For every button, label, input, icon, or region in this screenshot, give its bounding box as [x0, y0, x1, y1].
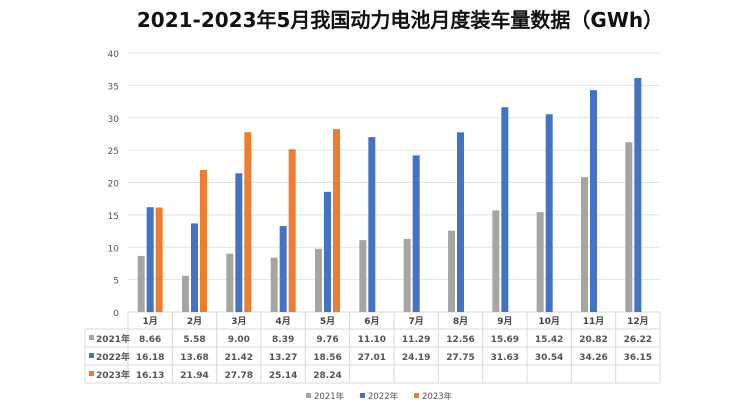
legend-swatch [89, 353, 94, 358]
bar-2021-7 [403, 238, 411, 312]
bar-2023-1 [155, 207, 163, 312]
legend-item: 2022年 [368, 391, 399, 402]
x-tick-label: 10月 [538, 316, 560, 327]
table-cell: 28.24 [313, 371, 341, 381]
bar-2023-5 [333, 129, 340, 312]
bar-2022-11 [590, 90, 597, 312]
table-cell: 27.01 [358, 353, 386, 363]
x-tick-label: 8月 [453, 316, 468, 327]
table-cell: 24.19 [402, 353, 430, 363]
bar-2021-6 [359, 240, 367, 312]
bar-2023-2 [200, 169, 207, 312]
bar-2023-3 [244, 132, 252, 312]
table-cell: 8.39 [272, 335, 294, 345]
y-tick-label: 25 [108, 147, 119, 157]
bar-2021-12 [625, 142, 633, 312]
table-cell: 11.10 [358, 335, 386, 345]
bar-2022-3 [235, 173, 243, 312]
bar-2021-5 [315, 248, 322, 312]
bar-2023-4 [288, 149, 296, 312]
table-cell: 30.54 [535, 353, 563, 363]
bar-2022-8 [457, 132, 464, 312]
y-tick-label: 35 [108, 82, 119, 92]
bar-2021-1 [137, 255, 145, 312]
y-tick-label: 30 [108, 115, 120, 125]
bar-2022-10 [545, 114, 553, 312]
table-cell: 15.42 [535, 335, 563, 345]
table-cell: 13.68 [180, 353, 208, 363]
bar-2022-12 [634, 77, 642, 313]
bar-2022-9 [501, 107, 509, 313]
x-tick-label: 5月 [320, 316, 335, 327]
table-cell: 20.82 [579, 335, 607, 345]
y-tick-label: 0 [113, 309, 119, 319]
table-cell: 12.56 [446, 335, 474, 345]
x-tick-label: 3月 [231, 316, 246, 327]
table-cell: 16.18 [136, 353, 164, 363]
bar-2021-11 [581, 177, 588, 312]
bar-2021-3 [226, 253, 234, 312]
y-tick-label: 40 [108, 50, 120, 60]
bar-2021-10 [536, 212, 544, 312]
table-row-header: 2021年 [96, 333, 130, 345]
table-cell: 25.14 [269, 371, 297, 381]
x-tick-label: 1月 [143, 316, 158, 327]
legend-swatch [89, 335, 94, 340]
y-tick-label: 15 [108, 212, 119, 222]
table-cell: 9.76 [316, 335, 338, 345]
table-row-header: 2022年 [96, 351, 130, 363]
y-tick-label: 20 [108, 180, 120, 190]
table-row-header: 2023年 [96, 369, 130, 381]
bar-2022-4 [279, 226, 287, 312]
legend-swatch [414, 393, 419, 398]
x-tick-label: 11月 [583, 316, 605, 327]
legend-swatch [360, 393, 365, 398]
table-cell: 9.00 [228, 335, 250, 345]
table-cell: 31.63 [491, 353, 519, 363]
bar-2021-9 [492, 210, 500, 312]
legend-swatch [89, 371, 94, 376]
bar-2022-5 [324, 191, 331, 312]
table-cell: 15.69 [491, 335, 519, 345]
table-cell: 21.94 [180, 371, 208, 381]
y-tick-label: 10 [108, 244, 120, 254]
legend-swatch [306, 393, 311, 398]
bar-2022-1 [146, 207, 154, 312]
bar-2021-8 [448, 230, 455, 312]
table-cell: 16.13 [136, 371, 164, 381]
x-tick-label: 6月 [364, 316, 379, 327]
chart-title: 2021-2023年5月我国动力电池月度装车量数据（GWh） [137, 8, 663, 32]
legend-item: 2023年 [422, 391, 453, 402]
table-cell: 13.27 [269, 353, 297, 363]
x-tick-label: 12月 [627, 316, 649, 327]
x-tick-label: 7月 [409, 316, 424, 327]
x-tick-label: 4月 [276, 316, 291, 327]
x-tick-label: 9月 [497, 316, 512, 327]
table-cell: 8.66 [139, 335, 161, 345]
table-cell: 36.15 [624, 353, 652, 363]
bar-2021-4 [270, 257, 278, 312]
bar-2022-2 [191, 223, 198, 312]
table-cell: 11.29 [402, 335, 430, 345]
table-cell: 5.58 [183, 335, 205, 345]
table-cell: 21.42 [225, 353, 253, 363]
table-cell: 27.78 [225, 371, 253, 381]
bar-2022-6 [368, 137, 376, 312]
table-cell: 26.22 [624, 335, 652, 345]
y-tick-label: 5 [113, 277, 119, 287]
bar-2022-7 [412, 155, 420, 312]
x-tick-label: 2月 [187, 316, 202, 327]
legend-item: 2021年 [314, 391, 345, 402]
table-cell: 18.56 [313, 353, 341, 363]
table-cell: 34.26 [579, 353, 607, 363]
bar-2021-2 [182, 275, 189, 312]
table-cell: 27.75 [446, 353, 474, 363]
